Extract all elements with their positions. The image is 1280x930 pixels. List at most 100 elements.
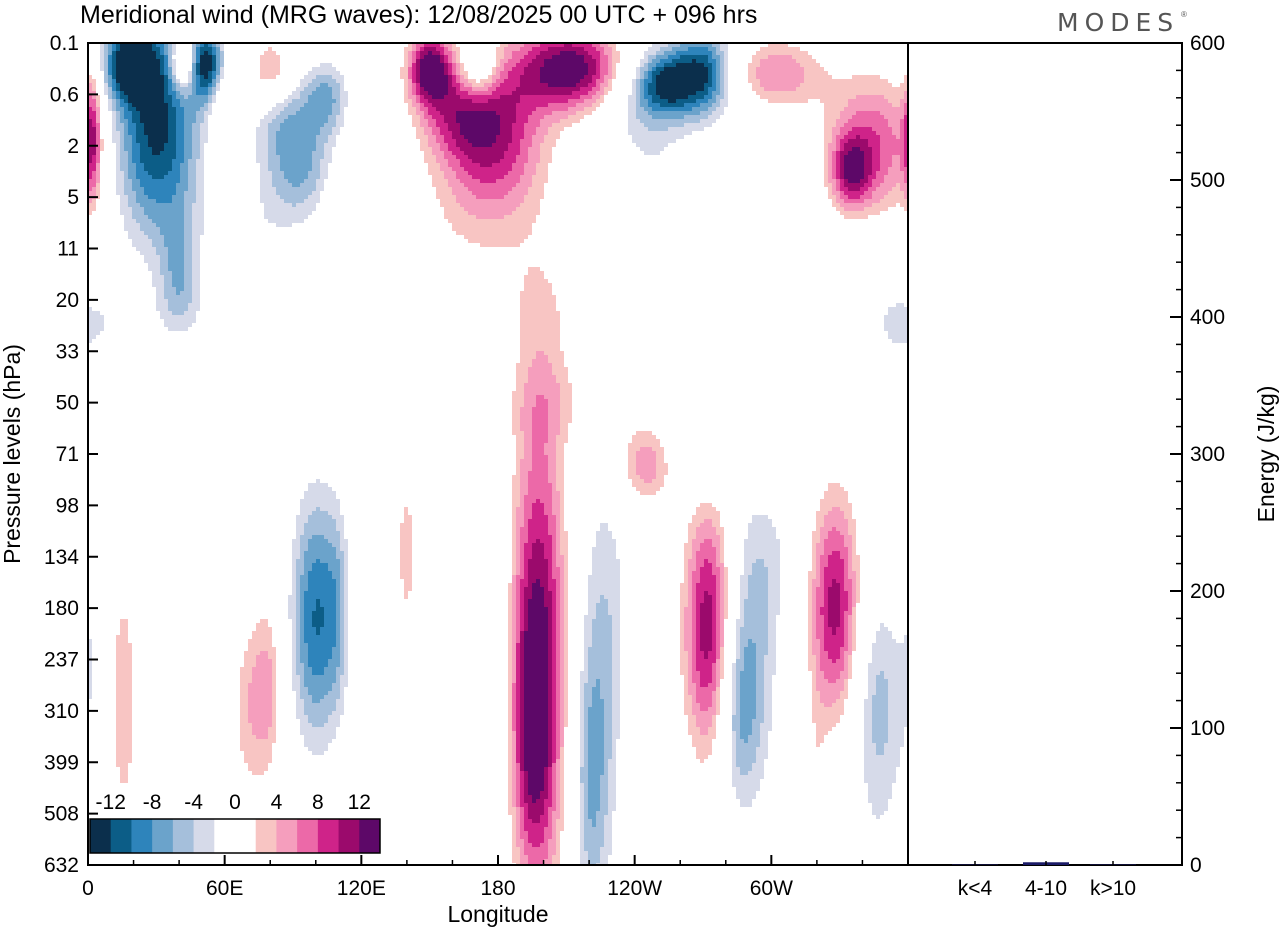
heatmap-cell (612, 615, 620, 619)
heatmap-cell (584, 655, 588, 659)
heatmap-cell (508, 763, 512, 767)
heatmap-cell (256, 659, 272, 663)
heatmap-cell (532, 175, 548, 179)
heatmap-cell (112, 107, 116, 111)
heatmap-cell (104, 79, 108, 83)
heatmap-cell (848, 615, 852, 619)
heatmap-cell (136, 175, 152, 179)
heatmap-cell (304, 711, 332, 715)
heatmap-cell (560, 427, 568, 431)
heatmap-cell (632, 83, 636, 87)
heatmap-cell (96, 187, 100, 191)
heatmap-cell (656, 471, 668, 475)
heatmap-cell (512, 667, 516, 671)
heatmap-cell (808, 611, 812, 615)
heatmap-cell (756, 647, 768, 651)
heatmap-cell (836, 135, 844, 139)
heatmap-cell (532, 507, 544, 511)
heatmap-cell (324, 671, 336, 675)
heatmap-cell (552, 631, 556, 635)
heatmap-cell (612, 623, 620, 627)
heatmap-cell (748, 535, 776, 539)
heatmap-cell (88, 311, 100, 315)
heatmap-cell (152, 151, 160, 155)
heatmap-cell (472, 99, 488, 103)
heatmap-cell (824, 159, 828, 163)
heatmap-cell (196, 167, 204, 171)
heatmap-cell (344, 667, 348, 671)
heatmap-cell (324, 611, 336, 615)
heatmap-cell (296, 603, 300, 607)
heatmap-cell (292, 575, 296, 579)
heatmap-cell (260, 75, 276, 79)
heatmap-cell (556, 559, 564, 563)
heatmap-cell (88, 323, 104, 327)
heatmap-cell (584, 639, 592, 643)
heatmap-cell (724, 603, 728, 607)
heatmap-cell (172, 99, 180, 103)
heatmap-cell (168, 307, 188, 311)
heatmap-cell (556, 639, 560, 643)
heatmap-cell (628, 451, 636, 455)
heatmap-cell (612, 679, 620, 683)
heatmap-cell (516, 555, 520, 559)
heatmap-cell (812, 679, 816, 683)
heatmap-cell (304, 743, 328, 747)
heatmap-cell (528, 539, 536, 543)
heatmap-cell (588, 671, 612, 675)
heatmap-cell (636, 71, 640, 75)
heatmap-cell (120, 87, 164, 91)
heatmap-cell (192, 299, 200, 303)
heatmap-cell (116, 699, 132, 703)
heatmap-cell (520, 595, 524, 599)
heatmap-cell (824, 635, 844, 639)
heatmap-cell (588, 755, 604, 759)
heatmap-cell (116, 159, 120, 163)
heatmap-cell (716, 83, 720, 87)
heatmap-cell (444, 171, 456, 175)
heatmap-cell (524, 795, 532, 799)
heatmap-cell (548, 615, 552, 619)
heatmap-cell (520, 655, 524, 659)
heatmap-cell (176, 111, 184, 115)
heatmap-cell (516, 791, 520, 795)
heatmap-cell (832, 551, 840, 555)
heatmap-cell (716, 607, 720, 611)
heatmap-cell (640, 59, 648, 63)
heatmap-cell (296, 523, 304, 527)
heatmap-cell (428, 91, 448, 95)
heatmap-cell (548, 435, 556, 439)
heatmap-cell (116, 695, 132, 699)
heatmap-cell (336, 591, 340, 595)
heatmap-cell (580, 839, 584, 843)
heatmap-cell (560, 587, 564, 591)
heatmap-cell (480, 163, 492, 167)
heatmap-cell (128, 155, 132, 159)
heatmap-cell (516, 375, 528, 379)
heatmap-cell (556, 755, 560, 759)
heatmap-cell (172, 75, 176, 79)
heatmap-cell (820, 663, 844, 667)
heatmap-cell (532, 511, 544, 515)
heatmap-cell (336, 611, 340, 615)
heatmap-cell (296, 579, 300, 583)
heatmap-cell (516, 631, 520, 635)
heatmap-cell (584, 739, 588, 743)
heatmap-cell (340, 659, 344, 663)
heatmap-cell (828, 179, 836, 183)
heatmap-cell (848, 151, 864, 155)
heatmap-cell (448, 79, 452, 83)
heatmap-cell (180, 167, 188, 171)
heatmap-cell (592, 639, 612, 643)
heatmap-cell (204, 111, 212, 115)
heatmap-cell (740, 607, 744, 611)
heatmap-cell (136, 191, 144, 195)
heatmap-cell (720, 59, 724, 63)
heatmap-cell (508, 587, 512, 591)
heatmap-cell (96, 183, 100, 187)
heatmap-cell (492, 75, 500, 79)
heatmap-cell (548, 559, 552, 563)
heatmap-cell (296, 531, 304, 535)
heatmap-cell (336, 579, 340, 583)
heatmap-cell (400, 527, 412, 531)
